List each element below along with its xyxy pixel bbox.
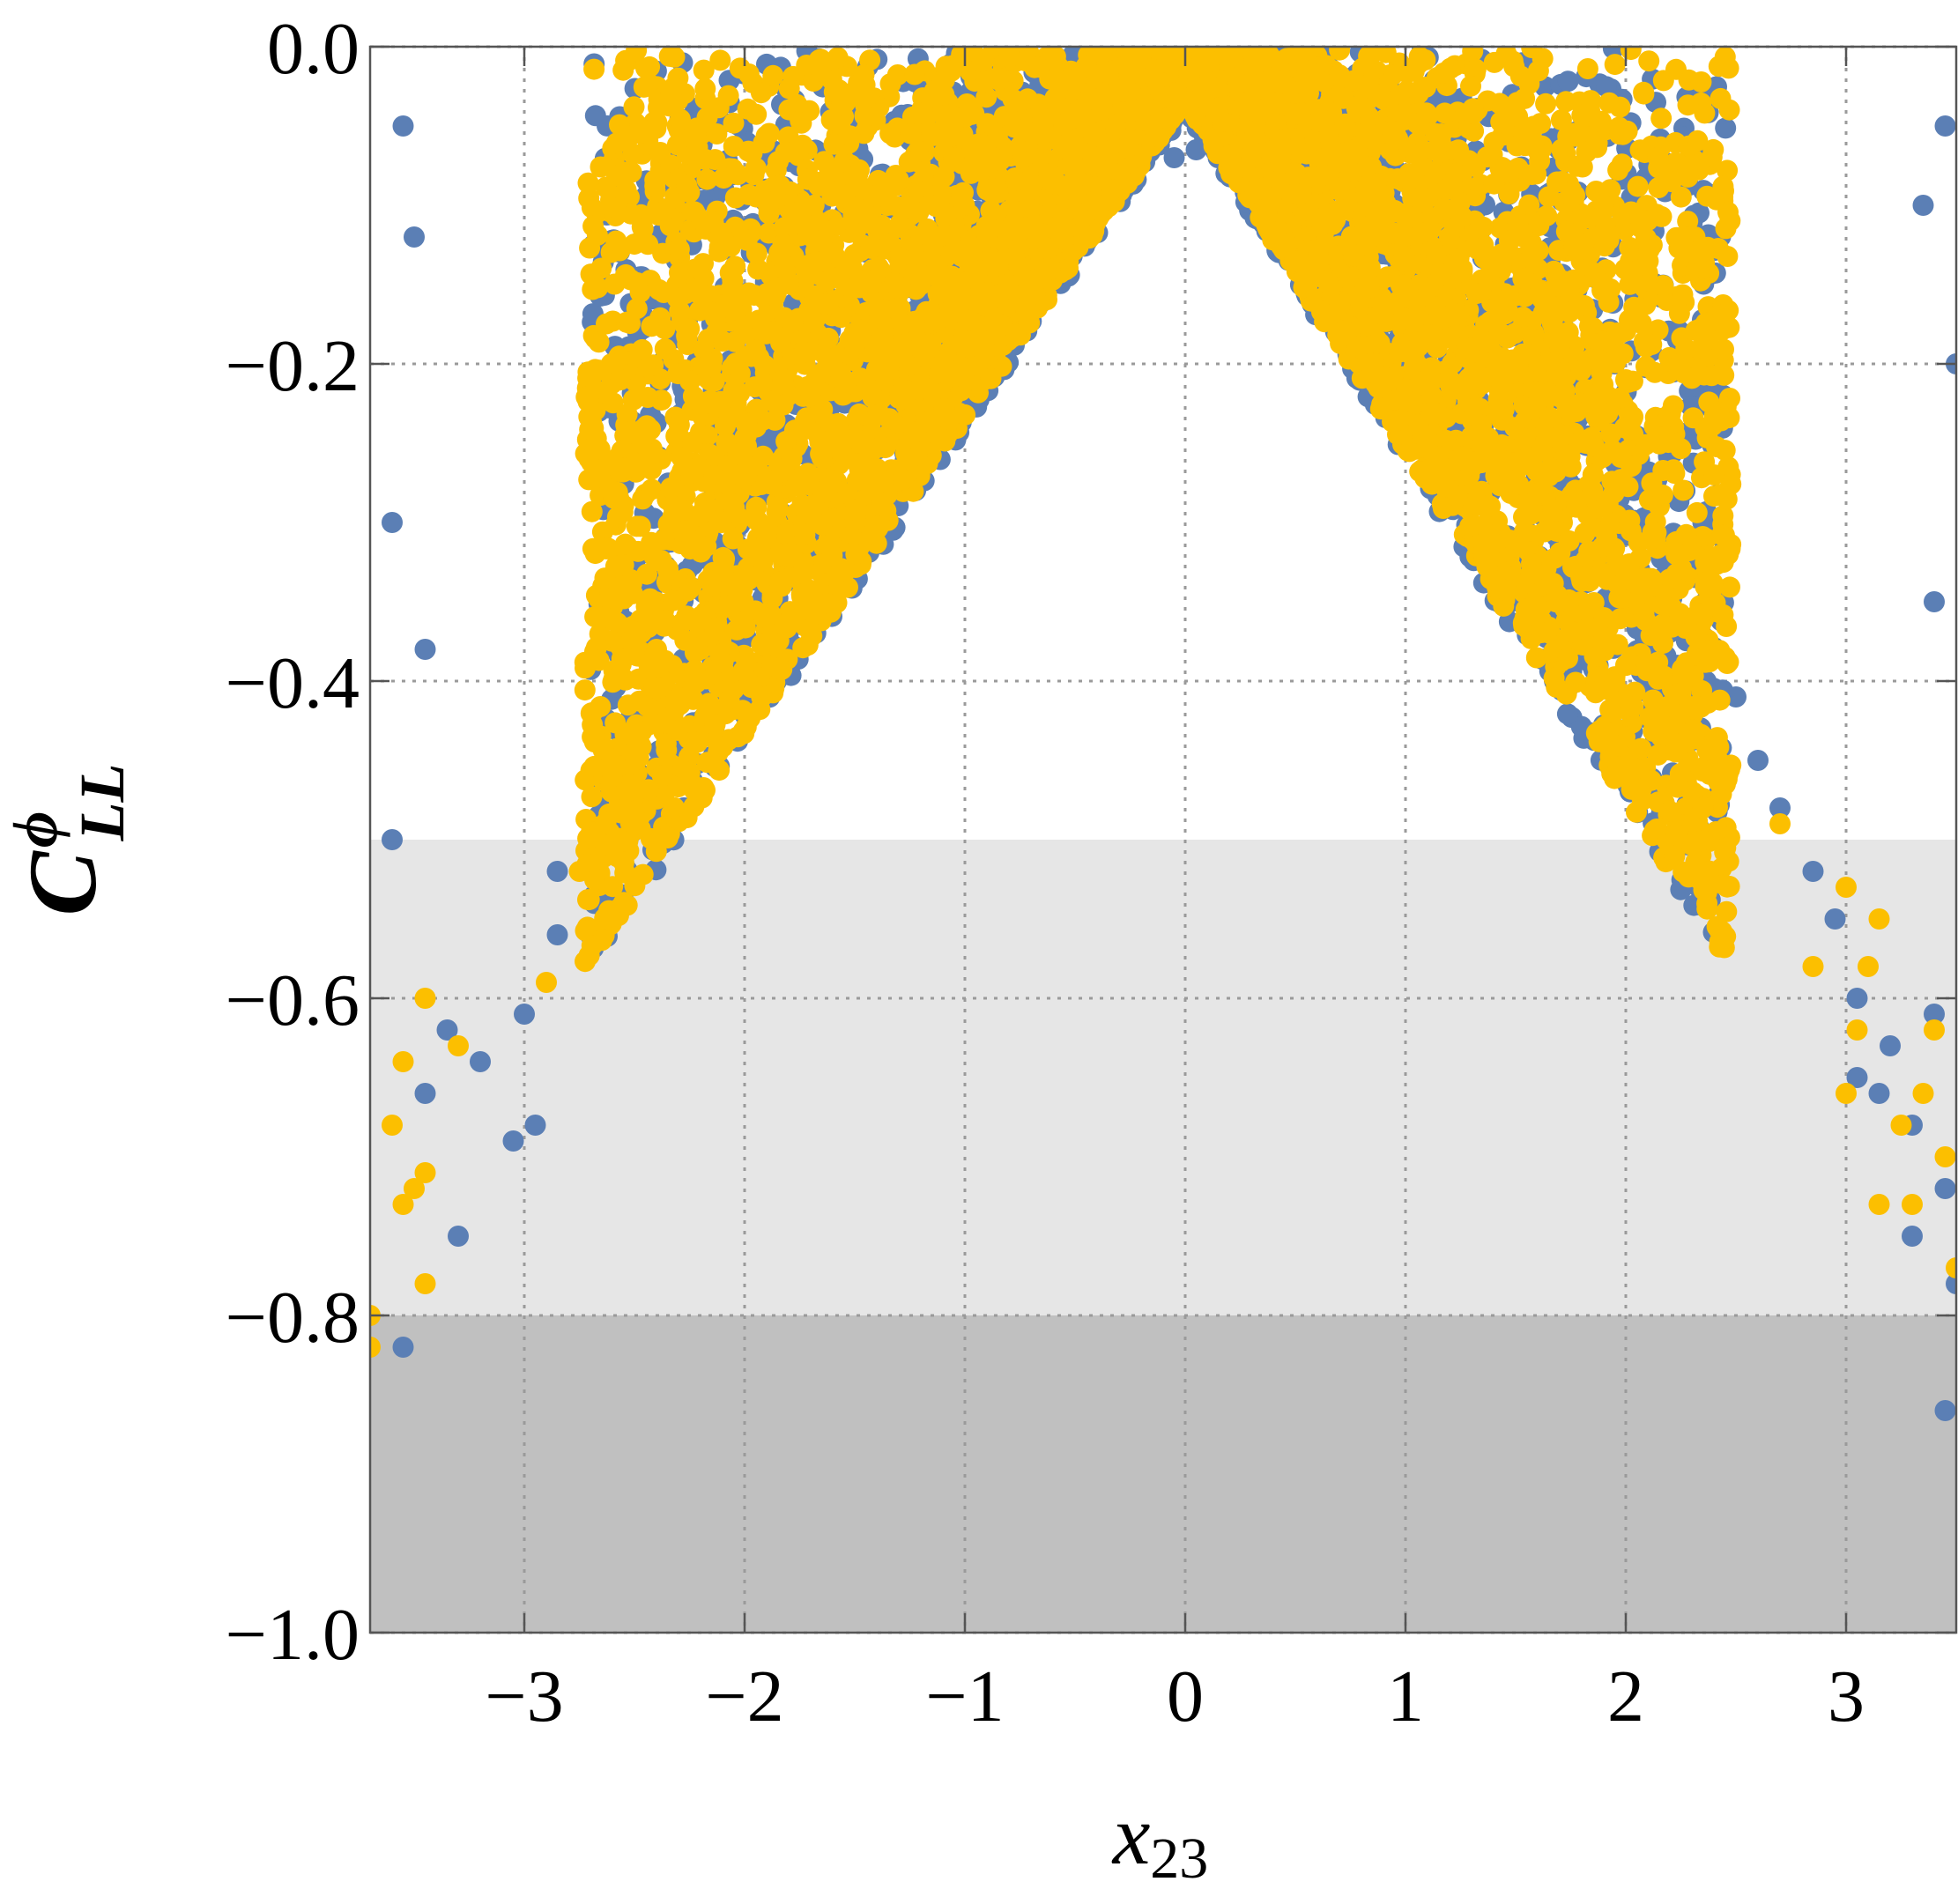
series-1-point — [635, 57, 656, 79]
series-0-point — [1946, 1273, 1956, 1294]
series-1-point — [904, 63, 925, 85]
series-0-point — [414, 1083, 436, 1104]
series-1-point — [1717, 159, 1739, 182]
series-1-point — [1462, 47, 1484, 63]
series-0-point — [546, 861, 568, 882]
series-1-point — [799, 620, 821, 642]
series-0-point — [1769, 797, 1791, 819]
series-0-point — [502, 1130, 524, 1152]
series-0-point — [392, 1337, 414, 1358]
series-1-point — [762, 64, 784, 86]
series-1-point — [879, 73, 901, 95]
band-0 — [370, 840, 1956, 1315]
series-0-point — [1880, 1035, 1901, 1056]
series-0-point — [1556, 703, 1578, 725]
series-0-point — [382, 512, 403, 533]
series-1-point — [1630, 313, 1652, 334]
series-1-point — [1525, 647, 1547, 669]
series-0-point — [1912, 195, 1934, 216]
series-0-point — [392, 115, 414, 137]
series-0-point — [1534, 76, 1556, 98]
series-1-point — [1611, 153, 1633, 175]
series-0-point — [546, 924, 568, 945]
series-0-point — [514, 1004, 535, 1025]
series-0-point — [470, 1051, 491, 1072]
series-1-point — [693, 59, 715, 81]
series-1-point — [1677, 211, 1699, 233]
series-1-point — [1612, 343, 1634, 365]
series-1-point — [1619, 236, 1641, 258]
series-1-point — [574, 679, 596, 701]
series-1-point — [975, 86, 998, 108]
series-0-point — [1846, 1067, 1868, 1088]
series-0-point — [1934, 1178, 1956, 1199]
series-1-point — [632, 863, 654, 885]
series-0-point — [1868, 1083, 1890, 1104]
series-1-point — [1633, 83, 1655, 105]
series-0-point — [1715, 117, 1737, 139]
series-0-point — [1725, 686, 1747, 708]
series-0-point — [1924, 1004, 1945, 1025]
data-points — [370, 47, 1956, 1421]
series-1-point — [1652, 70, 1674, 92]
series-1-point — [1623, 296, 1645, 318]
series-0-point — [1824, 908, 1846, 930]
series-0-point — [1596, 76, 1617, 98]
series-1-point — [1329, 47, 1351, 61]
series-1-point — [1702, 572, 1724, 594]
series-1-point — [1719, 576, 1740, 598]
series-1-point — [745, 496, 768, 518]
series-0-point — [1846, 988, 1868, 1009]
series-0-point — [1163, 147, 1185, 168]
series-0-point — [1934, 115, 1956, 137]
series-0-point — [1934, 1400, 1956, 1421]
series-0-point — [1924, 591, 1945, 612]
series-0-point — [524, 1115, 546, 1136]
band-1 — [370, 1315, 1956, 1633]
series-1-point — [629, 515, 651, 537]
series-1-point — [1712, 505, 1734, 527]
series-1-point — [1686, 501, 1708, 523]
series-0-point — [1557, 70, 1579, 93]
series-1-point — [723, 112, 745, 134]
series-0-point — [404, 226, 425, 248]
exclusion-bands — [370, 840, 1956, 1633]
series-1-point — [1709, 936, 1731, 958]
series-0-point — [1902, 1226, 1923, 1247]
series-0-point — [1747, 750, 1769, 771]
series-1-point — [577, 889, 598, 911]
series-1-point — [792, 637, 814, 659]
series-0-point — [1185, 139, 1207, 160]
series-0-point — [1802, 861, 1824, 882]
series-0-point — [436, 1019, 458, 1041]
series-0-point — [414, 639, 436, 660]
series-0-point — [448, 1226, 469, 1247]
series-0-point — [382, 829, 403, 850]
